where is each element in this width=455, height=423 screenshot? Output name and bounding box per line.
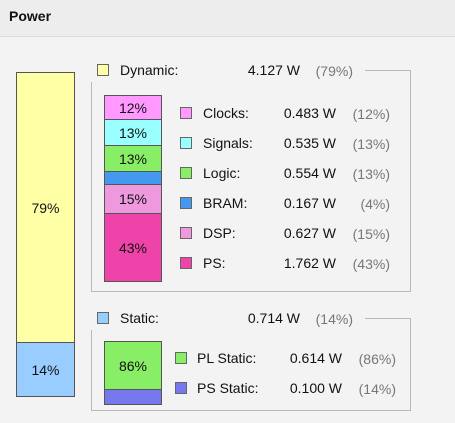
dynamic-bar-logic-pct: 13% [118,150,148,167]
dsp-value: 0.627 W [283,225,336,241]
total-bar-dynamic-pct: 79% [31,199,60,216]
ps-static-pct: (14%) [358,381,396,397]
dsp-swatch [180,227,192,239]
bram-label: BRAM: [203,195,248,211]
total-bar-static-segment: 14% [17,343,74,396]
pl-static-swatch [175,352,187,364]
ps-pct: (43%) [352,256,390,272]
static-bar-ps-segment [105,390,161,404]
pl-static-label: PL Static: [197,350,257,366]
logic-pct: (13%) [352,166,390,182]
clocks-pct: (12%) [352,106,390,122]
logic-swatch [180,167,192,179]
logic-label: Logic: [203,165,241,181]
ps-static-value: 0.100 W [289,380,342,396]
dynamic-bar-logic-segment: 13% [105,146,161,172]
clocks-label: Clocks: [203,105,249,121]
bram-pct: (4%) [360,196,390,212]
dynamic-bar-signals-segment: 13% [105,120,161,146]
dynamic-label: Dynamic: [120,62,179,78]
clocks-swatch [180,107,192,119]
dynamic-bar-clocks-pct: 12% [118,99,148,116]
static-breakdown-bar: 86% [104,341,162,405]
dynamic-bar-ps-segment: 43% [105,214,161,281]
pl-static-value: 0.614 W [289,350,342,366]
dynamic-pct: (79%) [315,63,353,79]
dsp-pct: (15%) [352,226,390,242]
dynamic-value: 4.127 W [247,62,300,78]
signals-label: Signals: [203,135,253,151]
clocks-value: 0.483 W [283,105,336,121]
pl-static-pct: (86%) [358,351,396,367]
dynamic-bar-signals-pct: 13% [118,124,148,141]
dynamic-bar-dsp-pct: 15% [118,191,148,207]
dsp-label: DSP: [203,225,236,241]
ps-swatch [180,257,192,269]
panel-header: Power [0,0,455,37]
ps-static-swatch [175,382,187,394]
signals-pct: (13%) [352,136,390,152]
dynamic-bar-ps-pct: 43% [118,239,148,256]
static-pct: (14%) [315,311,353,327]
dynamic-breakdown-bar: 12% 13% 13% 15% 43% [104,95,162,282]
total-bar-static-pct: 14% [31,361,60,378]
dynamic-bar-bram-segment [105,172,161,185]
ps-label: PS: [203,255,226,271]
logic-value: 0.554 W [283,165,336,181]
dynamic-legend-swatch [97,64,109,76]
bram-swatch [180,197,192,209]
static-legend-swatch [97,312,109,324]
static-bar-pl-pct: 86% [118,357,148,374]
static-value: 0.714 W [247,310,300,326]
dynamic-header-bg [90,60,365,82]
dynamic-bar-clocks-segment: 12% [105,96,161,120]
dynamic-bar-dsp-segment: 15% [105,185,161,214]
static-header-bg [90,308,365,330]
total-bar-dynamic-segment: 79% [17,73,74,343]
ps-static-label: PS Static: [197,380,259,396]
ps-value: 1.762 W [283,255,336,271]
bram-value: 0.167 W [283,195,336,211]
panel-title: Power [9,8,52,24]
total-power-bar: 79% 14% [16,72,75,397]
static-bar-pl-segment: 86% [105,342,161,390]
signals-swatch [180,137,192,149]
signals-value: 0.535 W [283,135,336,151]
static-label: Static: [120,310,159,326]
